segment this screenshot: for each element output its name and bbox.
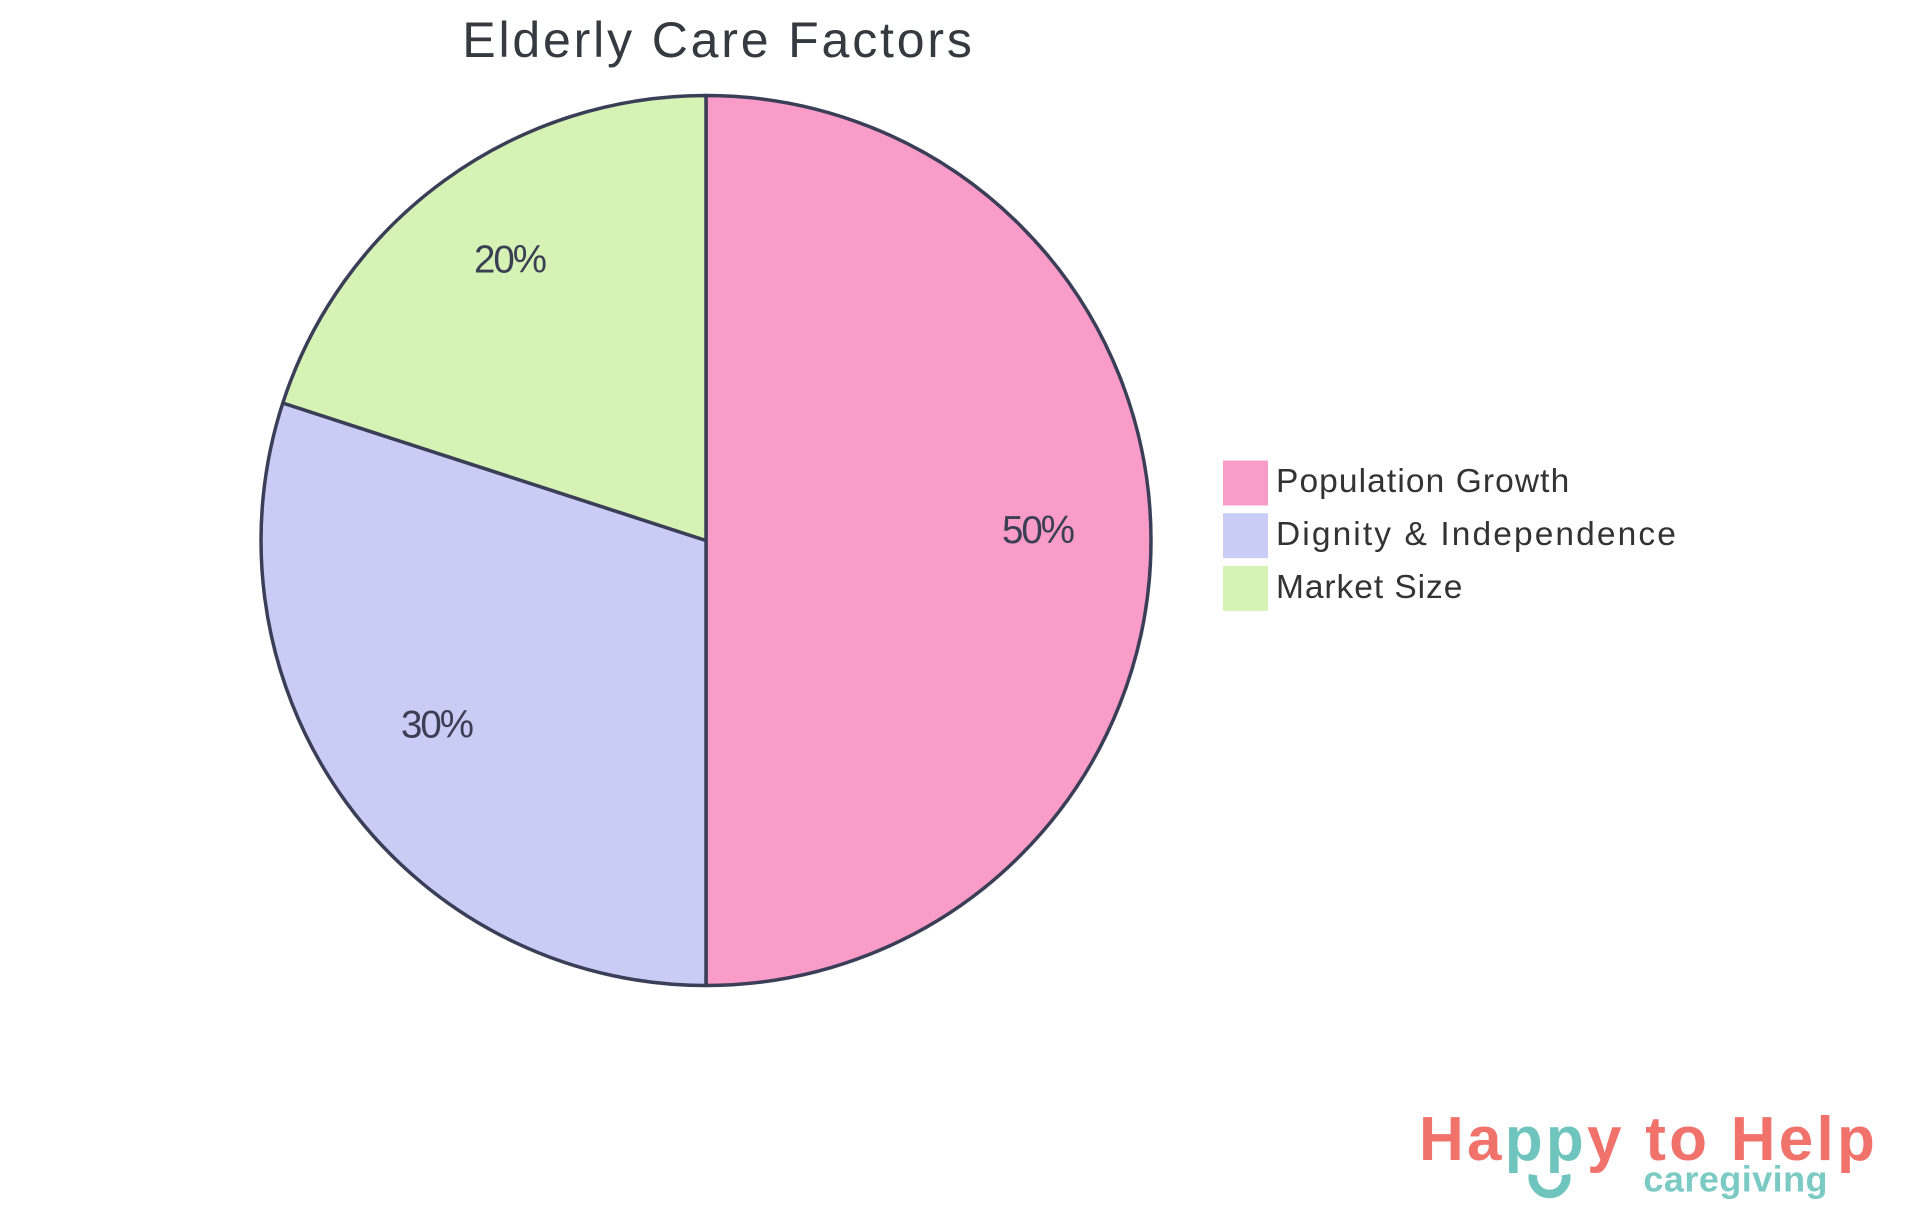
svg-text:caregiving: caregiving — [1643, 1158, 1828, 1199]
svg-text:50%: 50% — [1002, 509, 1074, 552]
svg-text:Happy to Help: Happy to Help — [1419, 1105, 1878, 1174]
svg-text:20%: 20% — [474, 239, 546, 282]
svg-text:Dignity & Independence: Dignity & Independence — [1276, 516, 1678, 553]
svg-text:Elderly Care Factors: Elderly Care Factors — [462, 12, 975, 68]
svg-text:30%: 30% — [401, 703, 473, 746]
svg-text:Market Size: Market Size — [1276, 569, 1463, 606]
svg-text:Population Growth: Population Growth — [1276, 463, 1570, 500]
